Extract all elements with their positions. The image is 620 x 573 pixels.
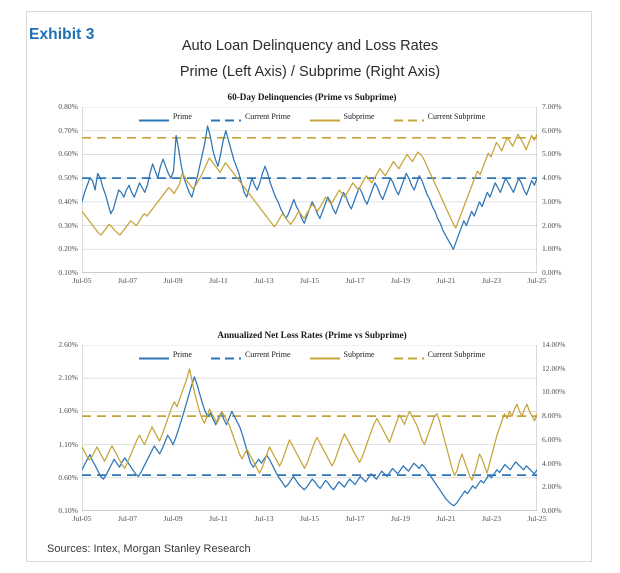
plot-area xyxy=(82,107,537,273)
x-axis-tick: Jul-17 xyxy=(345,276,365,285)
y-axis-left-tick: 0.30% xyxy=(58,220,78,230)
y-axis-left-tick: 2.10% xyxy=(58,373,78,383)
y-axis-right-tick: 10.00% xyxy=(542,387,566,397)
y-axis-right-tick: 6.00% xyxy=(542,125,562,135)
y-axis-right-tick: 7.00% xyxy=(542,102,562,111)
x-axis-tick: Jul-21 xyxy=(436,276,456,285)
page-title-line1: Auto Loan Delinquency and Loss Rates xyxy=(181,38,439,54)
x-axis-tick: Jul-23 xyxy=(482,514,501,523)
x-axis-tick: Jul-11 xyxy=(209,276,228,285)
y-axis-right-tick: 0.00% xyxy=(542,268,562,277)
y-axis-left-tick: 0.20% xyxy=(58,244,78,254)
x-axis-tick: Jul-13 xyxy=(254,276,274,285)
y-axis-left-tick: 0.50% xyxy=(58,173,78,183)
y-axis-right-tick: 5.00% xyxy=(542,149,562,159)
x-axis-tick: Jul-19 xyxy=(391,276,410,285)
x-axis-tick: Jul-25 xyxy=(527,514,547,523)
y-axis-right-tick: 2.00% xyxy=(542,220,562,230)
x-axis-tick: Jul-23 xyxy=(482,276,501,285)
y-axis-right-tick: 14.00% xyxy=(542,340,566,349)
y-axis-left-tick: 0.10% xyxy=(58,506,78,515)
chart-delinquencies: 60-Day Delinquencies (Prime vs Subprime)… xyxy=(38,92,586,307)
x-axis-tick: Jul-17 xyxy=(345,514,365,523)
x-axis-tick: Jul-21 xyxy=(436,514,456,523)
y-axis-right-tick: 8.00% xyxy=(542,411,562,421)
y-axis-left-tick: 2.60% xyxy=(58,340,78,349)
x-axis-tick: Jul-07 xyxy=(118,514,137,523)
x-axis-tick: Jul-09 xyxy=(163,276,183,285)
y-axis-right-tick: 1.00% xyxy=(542,244,562,254)
y-axis-left-tick: 0.80% xyxy=(58,102,78,111)
x-axis-tick: Jul-05 xyxy=(72,276,92,285)
y-axis-left-tick: 0.40% xyxy=(58,196,78,206)
x-axis-tick: Jul-07 xyxy=(118,276,137,285)
y-axis-left-tick: 1.60% xyxy=(58,406,78,416)
y-axis-left-tick: 0.60% xyxy=(58,149,78,159)
y-axis-right-tick: 0.00% xyxy=(542,506,562,515)
y-axis-left-tick: 0.70% xyxy=(58,125,78,135)
plot-area xyxy=(82,345,537,511)
page-title-line2: Prime (Left Axis) / Subprime (Right Axis… xyxy=(179,64,441,80)
x-axis-tick: Jul-15 xyxy=(300,276,319,285)
y-axis-right-tick: 3.00% xyxy=(542,196,562,206)
chart-title: Annualized Net Loss Rates (Prime vs Subp… xyxy=(217,330,407,340)
exhibit-label: Exhibit 3 xyxy=(29,26,95,43)
x-axis-tick: Jul-11 xyxy=(209,514,228,523)
x-axis-tick: Jul-15 xyxy=(300,514,319,523)
y-axis-left-tick: 0.10% xyxy=(58,268,78,277)
x-axis-tick: Jul-05 xyxy=(72,514,92,523)
x-axis-tick: Jul-25 xyxy=(527,276,547,285)
sources-note: Sources: Intex, Morgan Stanley Research xyxy=(47,543,251,555)
y-axis-right-tick: 2.00% xyxy=(542,482,562,492)
chart-title: 60-Day Delinquencies (Prime vs Subprime) xyxy=(227,92,397,102)
x-axis-tick: Jul-13 xyxy=(254,514,274,523)
y-axis-right-tick: 6.00% xyxy=(542,434,562,444)
y-axis-left-tick: 1.10% xyxy=(58,439,78,449)
y-axis-right-tick: 4.00% xyxy=(542,173,562,183)
x-axis-tick: Jul-09 xyxy=(163,514,183,523)
y-axis-left-tick: 0.60% xyxy=(58,472,78,482)
y-axis-right-tick: 4.00% xyxy=(542,458,562,468)
y-axis-right-tick: 12.00% xyxy=(542,363,566,373)
chart-net-loss-rates: Annualized Net Loss Rates (Prime vs Subp… xyxy=(38,330,586,542)
x-axis-tick: Jul-19 xyxy=(391,514,410,523)
